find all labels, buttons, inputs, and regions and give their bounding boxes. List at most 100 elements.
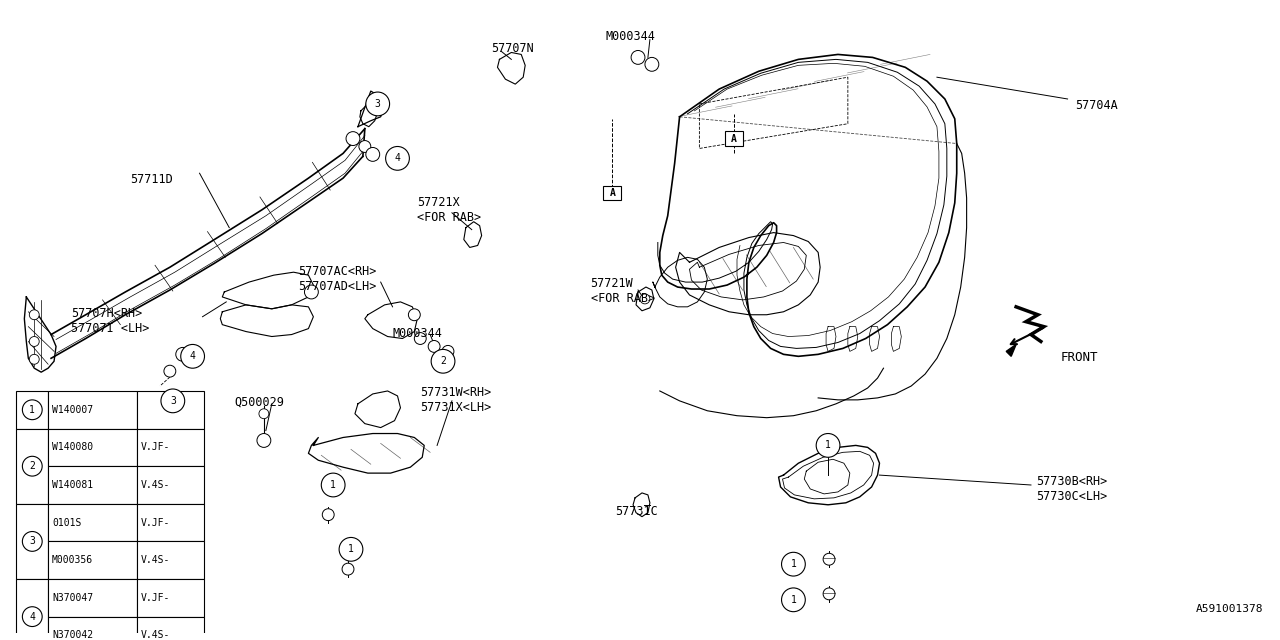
Circle shape [346, 132, 360, 145]
Text: V.4S-: V.4S- [141, 630, 170, 640]
Text: FRONT: FRONT [1061, 351, 1098, 364]
Text: V.4S-: V.4S- [141, 556, 170, 565]
Text: 57731C: 57731C [616, 505, 658, 518]
Circle shape [29, 355, 40, 364]
Text: 1: 1 [791, 595, 796, 605]
Circle shape [22, 531, 42, 551]
Circle shape [175, 348, 189, 361]
Text: 57707H<RH>
57707I <LH>: 57707H<RH> 57707I <LH> [70, 307, 150, 335]
Polygon shape [360, 99, 379, 127]
Text: 3: 3 [375, 99, 380, 109]
Circle shape [321, 473, 346, 497]
Text: V.JF-: V.JF- [141, 442, 170, 452]
Circle shape [22, 607, 42, 627]
Polygon shape [220, 305, 314, 337]
Circle shape [180, 344, 205, 368]
Polygon shape [308, 433, 424, 473]
Circle shape [822, 438, 835, 452]
Text: 57721X
<FOR RAB>: 57721X <FOR RAB> [417, 196, 481, 224]
Circle shape [782, 588, 805, 612]
Circle shape [22, 400, 42, 420]
Bar [726, 131, 742, 146]
Polygon shape [355, 391, 401, 428]
Text: 2: 2 [29, 461, 36, 471]
Text: A: A [609, 188, 616, 198]
Text: 1: 1 [826, 440, 831, 451]
Text: 1: 1 [348, 545, 355, 554]
Text: A: A [731, 134, 737, 143]
Text: 57711D: 57711D [131, 173, 173, 186]
Bar [17, 391, 49, 429]
Circle shape [631, 51, 645, 65]
Text: 57721W
<FOR RAB>: 57721W <FOR RAB> [590, 277, 654, 305]
Circle shape [29, 337, 40, 346]
Text: 0101S: 0101S [52, 518, 82, 527]
Circle shape [640, 294, 650, 304]
Circle shape [22, 456, 42, 476]
Circle shape [823, 554, 835, 565]
Polygon shape [365, 302, 417, 339]
Polygon shape [498, 52, 525, 84]
Text: V.4S-: V.4S- [141, 480, 170, 490]
Text: Q500029: Q500029 [234, 396, 284, 409]
Text: M000344: M000344 [605, 29, 655, 43]
Text: V.JF-: V.JF- [141, 593, 170, 603]
Text: 4: 4 [394, 154, 401, 163]
Text: 3: 3 [29, 536, 36, 547]
Bar [49, 579, 137, 616]
Circle shape [366, 92, 389, 116]
Circle shape [429, 340, 440, 353]
Bar [49, 429, 137, 466]
Circle shape [339, 538, 362, 561]
Circle shape [358, 141, 371, 152]
Text: A591001378: A591001378 [1196, 604, 1263, 614]
Text: N370047: N370047 [52, 593, 93, 603]
Text: W140080: W140080 [52, 442, 93, 452]
Circle shape [408, 309, 420, 321]
Polygon shape [1006, 344, 1016, 356]
Circle shape [435, 357, 449, 371]
Circle shape [645, 58, 659, 71]
Circle shape [164, 365, 175, 377]
Text: 1: 1 [791, 559, 796, 569]
Bar [49, 616, 137, 640]
Bar [137, 391, 205, 429]
Bar [17, 429, 49, 504]
Circle shape [782, 552, 805, 576]
Text: 4: 4 [189, 351, 196, 362]
Text: N370042: N370042 [52, 630, 93, 640]
Circle shape [305, 285, 319, 299]
Polygon shape [223, 272, 314, 309]
Text: 4: 4 [29, 612, 36, 621]
Circle shape [817, 433, 840, 457]
Text: M000344: M000344 [393, 326, 443, 340]
Circle shape [29, 310, 40, 320]
Text: 57704A: 57704A [1075, 99, 1119, 112]
Circle shape [415, 333, 426, 344]
Circle shape [161, 389, 184, 413]
Text: W140007: W140007 [52, 404, 93, 415]
Bar [17, 579, 49, 640]
Circle shape [385, 147, 410, 170]
Bar [49, 504, 137, 541]
Circle shape [442, 346, 454, 357]
Bar [137, 466, 205, 504]
Bar [137, 579, 205, 616]
Polygon shape [634, 493, 650, 516]
Circle shape [366, 147, 380, 161]
Text: 1: 1 [330, 480, 337, 490]
Text: W140081: W140081 [52, 480, 93, 490]
Text: V.JF-: V.JF- [141, 518, 170, 527]
Bar [49, 391, 137, 429]
Circle shape [257, 433, 271, 447]
Text: 3: 3 [170, 396, 175, 406]
Circle shape [342, 563, 355, 575]
Text: 2: 2 [440, 356, 445, 366]
Circle shape [820, 438, 836, 453]
Bar [17, 504, 49, 579]
Bar [137, 616, 205, 640]
Bar [137, 429, 205, 466]
Circle shape [323, 509, 334, 520]
Bar [137, 504, 205, 541]
Text: 57731W<RH>
57731X<LH>: 57731W<RH> 57731X<LH> [420, 386, 492, 414]
